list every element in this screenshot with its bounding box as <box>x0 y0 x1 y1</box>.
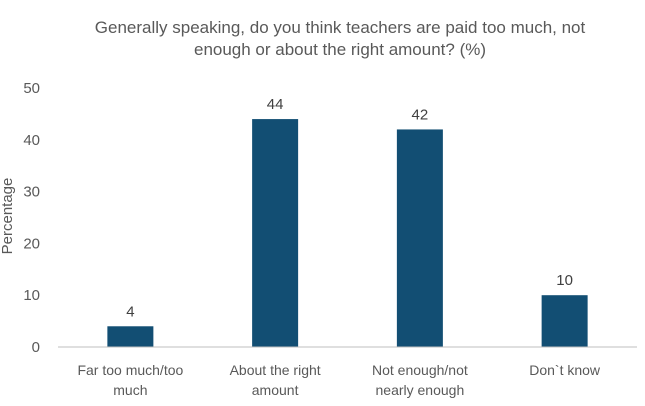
bar <box>541 295 588 347</box>
x-category-label: Don`t know <box>529 362 601 378</box>
y-tick-label: 0 <box>32 339 40 356</box>
bars <box>107 119 588 347</box>
data-label: 4 <box>126 303 134 320</box>
x-category-label: much <box>113 382 147 398</box>
chart-title: Generally speaking, do you think teacher… <box>95 18 586 59</box>
x-category-label: About the right <box>230 362 321 378</box>
y-tick-label: 30 <box>23 184 40 201</box>
y-axis-ticks: 0 10 20 30 40 50 <box>23 80 40 356</box>
data-label: 42 <box>412 106 429 123</box>
y-tick-label: 20 <box>23 235 40 252</box>
x-category-label: nearly enough <box>376 382 465 398</box>
bar <box>396 129 443 347</box>
x-category-label: Far too much/too <box>77 362 183 378</box>
y-axis-title: Percentage <box>0 178 16 255</box>
y-tick-label: 40 <box>23 132 40 149</box>
chart-title-line-2: enough or about the right amount? (%) <box>194 40 486 59</box>
y-tick-label: 10 <box>23 287 40 304</box>
bar <box>252 119 299 347</box>
y-tick-label: 50 <box>23 80 40 97</box>
x-category-label: Not enough/not <box>372 362 468 378</box>
chart-title-line-1: Generally speaking, do you think teacher… <box>95 18 586 37</box>
data-label: 44 <box>267 96 284 113</box>
bar <box>107 326 154 347</box>
x-category-label: amount <box>252 382 299 398</box>
category-labels: Far too much/too much About the right amoun… <box>77 362 600 398</box>
data-label: 10 <box>556 272 573 289</box>
